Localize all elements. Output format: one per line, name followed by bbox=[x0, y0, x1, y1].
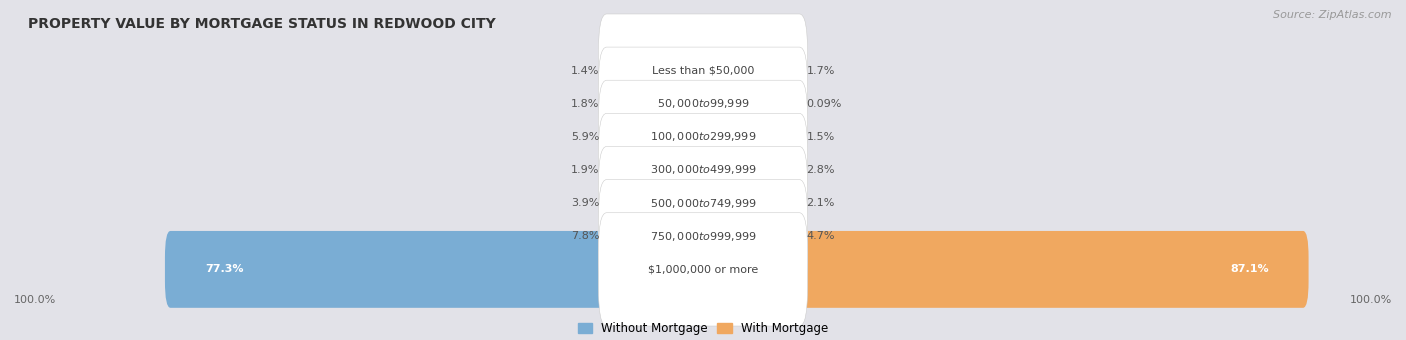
Text: $500,000 to $749,999: $500,000 to $749,999 bbox=[650, 197, 756, 210]
Text: 5.9%: 5.9% bbox=[571, 132, 599, 142]
FancyBboxPatch shape bbox=[0, 106, 1406, 301]
FancyBboxPatch shape bbox=[697, 198, 741, 275]
Text: 4.7%: 4.7% bbox=[807, 231, 835, 241]
FancyBboxPatch shape bbox=[599, 47, 807, 160]
FancyBboxPatch shape bbox=[0, 0, 1406, 168]
Text: 87.1%: 87.1% bbox=[1230, 265, 1268, 274]
FancyBboxPatch shape bbox=[685, 65, 709, 142]
FancyBboxPatch shape bbox=[644, 198, 709, 275]
Text: 7.8%: 7.8% bbox=[571, 231, 599, 241]
Text: 1.9%: 1.9% bbox=[571, 165, 599, 175]
Text: $100,000 to $299,999: $100,000 to $299,999 bbox=[650, 130, 756, 143]
FancyBboxPatch shape bbox=[599, 180, 807, 293]
Text: 1.7%: 1.7% bbox=[807, 66, 835, 75]
Text: 1.4%: 1.4% bbox=[571, 66, 599, 75]
Text: 1.5%: 1.5% bbox=[807, 132, 835, 142]
FancyBboxPatch shape bbox=[599, 80, 807, 193]
FancyBboxPatch shape bbox=[657, 99, 709, 175]
FancyBboxPatch shape bbox=[165, 231, 709, 308]
FancyBboxPatch shape bbox=[697, 231, 1309, 308]
FancyBboxPatch shape bbox=[0, 139, 1406, 334]
Text: 100.0%: 100.0% bbox=[14, 294, 56, 305]
Text: $300,000 to $499,999: $300,000 to $499,999 bbox=[650, 164, 756, 176]
Text: 100.0%: 100.0% bbox=[1350, 294, 1392, 305]
FancyBboxPatch shape bbox=[697, 132, 728, 208]
Text: 3.9%: 3.9% bbox=[571, 198, 599, 208]
Legend: Without Mortgage, With Mortgage: Without Mortgage, With Mortgage bbox=[574, 317, 832, 340]
FancyBboxPatch shape bbox=[599, 14, 807, 127]
FancyBboxPatch shape bbox=[0, 73, 1406, 267]
FancyBboxPatch shape bbox=[0, 39, 1406, 234]
Text: PROPERTY VALUE BY MORTGAGE STATUS IN REDWOOD CITY: PROPERTY VALUE BY MORTGAGE STATUS IN RED… bbox=[28, 17, 496, 31]
Text: $50,000 to $99,999: $50,000 to $99,999 bbox=[657, 97, 749, 110]
FancyBboxPatch shape bbox=[0, 172, 1406, 340]
Text: 1.8%: 1.8% bbox=[571, 99, 599, 109]
Text: 2.8%: 2.8% bbox=[807, 165, 835, 175]
FancyBboxPatch shape bbox=[688, 32, 709, 109]
FancyBboxPatch shape bbox=[599, 147, 807, 260]
FancyBboxPatch shape bbox=[697, 99, 718, 175]
FancyBboxPatch shape bbox=[685, 132, 709, 208]
FancyBboxPatch shape bbox=[0, 6, 1406, 201]
Text: $750,000 to $999,999: $750,000 to $999,999 bbox=[650, 230, 756, 243]
Text: 0.09%: 0.09% bbox=[807, 99, 842, 109]
Text: Source: ZipAtlas.com: Source: ZipAtlas.com bbox=[1274, 10, 1392, 20]
Text: Less than $50,000: Less than $50,000 bbox=[652, 66, 754, 75]
FancyBboxPatch shape bbox=[599, 113, 807, 227]
FancyBboxPatch shape bbox=[697, 165, 723, 241]
Text: $1,000,000 or more: $1,000,000 or more bbox=[648, 265, 758, 274]
Text: 2.1%: 2.1% bbox=[807, 198, 835, 208]
FancyBboxPatch shape bbox=[697, 32, 720, 109]
FancyBboxPatch shape bbox=[697, 65, 709, 142]
FancyBboxPatch shape bbox=[599, 213, 807, 326]
Text: 77.3%: 77.3% bbox=[205, 265, 243, 274]
FancyBboxPatch shape bbox=[671, 165, 709, 241]
